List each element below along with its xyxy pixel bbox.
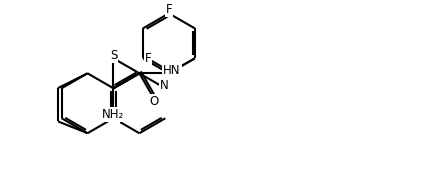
Text: O: O — [149, 95, 159, 108]
Text: N: N — [110, 112, 119, 125]
Text: NH₂: NH₂ — [102, 108, 124, 121]
Text: N: N — [160, 79, 169, 92]
Text: S: S — [110, 49, 117, 62]
Text: F: F — [165, 3, 172, 16]
Text: F: F — [145, 52, 151, 65]
Text: HN: HN — [163, 64, 181, 77]
